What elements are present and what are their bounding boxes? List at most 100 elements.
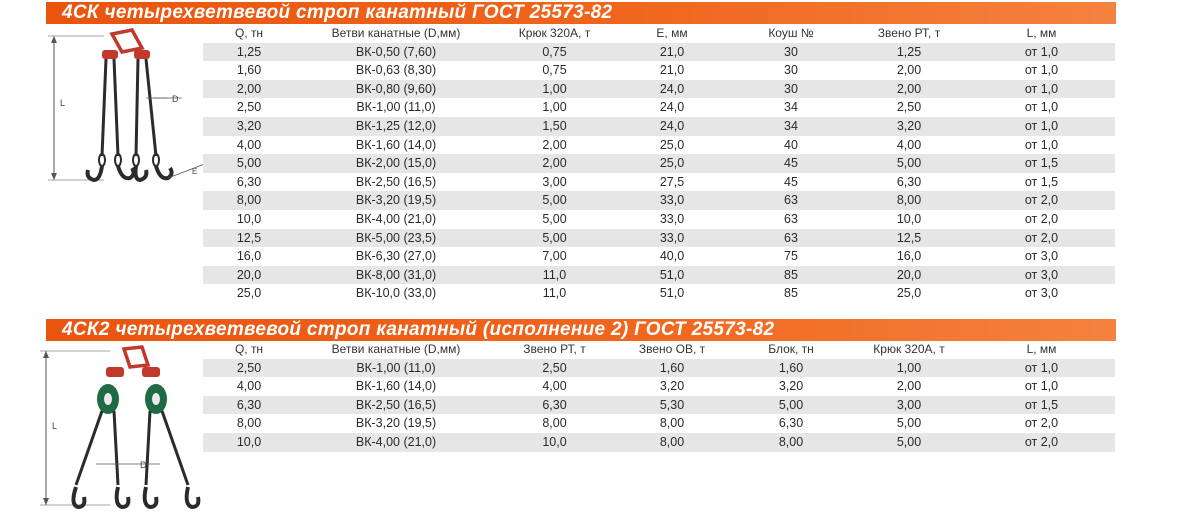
hook-icon (71, 486, 87, 510)
table-cell: ВК-10,0 (33,0) (295, 284, 497, 303)
table-cell: 3,20 (850, 116, 968, 136)
table-cell: 51,0 (612, 284, 732, 303)
table-cell: от 1,0 (968, 135, 1115, 155)
label-l: L (52, 421, 57, 431)
table-cell: 2,50 (203, 358, 295, 378)
table-cell: 5,00 (850, 414, 968, 433)
table-row: 6,30 ВК-2,50 (16,5) 3,00 27,5 45 6,30 от 1,5 (203, 172, 1115, 192)
table-cell: ВК-6,30 (27,0) (295, 247, 497, 266)
table-cell: 34 (732, 98, 850, 117)
table-cell: ВК-4,00 (21,0) (295, 209, 497, 229)
table-header-row: Q, тн Ветви канатные (D,мм) Звено РТ, т … (203, 340, 1115, 359)
rope-leg-icon (100, 58, 108, 157)
table-cell: ВК-0,50 (7,60) (295, 42, 497, 62)
table-cell: 6,30 (203, 172, 295, 192)
table-row: 1,60 ВК-0,63 (8,30) 0,75 21,0 30 2,00 от 1,0 (203, 61, 1115, 80)
table-row: 16,0 ВК-6,30 (27,0) 7,00 40,0 75 16,0 от 3,0 (203, 247, 1115, 266)
table-cell: 2,00 (850, 79, 968, 99)
table-cell: 0,75 (497, 42, 612, 62)
table-cell: 3,00 (497, 172, 612, 192)
table-cell: 4,00 (497, 377, 612, 396)
table-cell: 1,00 (850, 358, 968, 378)
table-cell: 5,00 (497, 191, 612, 210)
label-l: L (60, 98, 65, 108)
label-d: D (140, 460, 147, 470)
table-cell: от 1,0 (968, 61, 1115, 80)
table-cell: 5,00 (497, 209, 612, 229)
table-cell: от 1,0 (968, 358, 1115, 378)
table-cell: 5,00 (732, 395, 850, 415)
table-cell: 2,50 (850, 98, 968, 117)
table-cell: 24,0 (612, 98, 732, 117)
table-cell: от 2,0 (968, 191, 1115, 210)
rope-leg-icon (74, 410, 104, 486)
table-cell: 85 (732, 284, 850, 303)
table-row: 4,00 ВК-1,60 (14,0) 2,00 25,0 40 4,00 от 1,0 (203, 135, 1115, 155)
table-cell: ВК-1,00 (11,0) (295, 358, 497, 378)
table-cell: 3,20 (203, 116, 295, 136)
table-cell: 5,00 (850, 154, 968, 173)
table-cell: 1,00 (497, 79, 612, 99)
table-cell: 3,20 (612, 377, 732, 396)
column-header: Звено ОВ, т (638, 342, 706, 357)
table-cell: от 3,0 (968, 284, 1115, 303)
table-row: 12,5 ВК-5,00 (23,5) 5,00 33,0 63 12,5 от 2,0 (203, 228, 1115, 248)
table-row: 2,50 ВК-1,00 (11,0) 1,00 24,0 34 2,50 от 1,0 (203, 98, 1115, 117)
label-e: E (192, 167, 197, 176)
table-row: 8,00 ВК-3,20 (19,5) 8,00 8,00 6,30 5,00 от 2,0 (203, 414, 1115, 433)
table-cell: ВК-1,25 (12,0) (295, 116, 497, 136)
table-cell: 1,50 (497, 116, 612, 136)
table-cell: 1,60 (612, 358, 732, 378)
table-cell: от 1,5 (968, 172, 1115, 192)
table-row: 2,00 ВК-0,80 (9,60) 1,00 24,0 30 2,00 от 1,0 (203, 79, 1115, 99)
table-cell: 25,0 (203, 284, 295, 303)
table-cell: ВК-3,20 (19,5) (295, 191, 497, 210)
sub-link-icon (102, 50, 118, 59)
table-cell: ВК-2,50 (16,5) (295, 395, 497, 415)
table-cell: 10,0 (203, 432, 295, 452)
table-cell: ВК-0,63 (8,30) (295, 61, 497, 80)
table-cell: 30 (732, 42, 850, 62)
table-cell: 8,00 (203, 414, 295, 433)
table-cell: ВК-3,20 (19,5) (295, 414, 497, 433)
table-cell: ВК-1,60 (14,0) (295, 377, 497, 396)
table-cell: 1,60 (732, 358, 850, 378)
table-cell: ВК-1,00 (11,0) (295, 98, 497, 117)
table-cell: 1,00 (497, 98, 612, 117)
table-cell: 8,00 (497, 414, 612, 433)
table-cell: ВК-4,00 (21,0) (295, 432, 497, 452)
column-header: Ветви канатные (D,мм) (331, 26, 461, 41)
table-cell: 10,0 (497, 432, 612, 452)
table-cell: 16,0 (203, 247, 295, 266)
table-cell: 1,25 (203, 42, 295, 62)
table-cell: 10,0 (850, 209, 968, 229)
table-cell: ВК-2,50 (16,5) (295, 172, 497, 192)
table-cell: 2,00 (203, 79, 295, 99)
table-cell: 3,20 (732, 377, 850, 396)
table-cell: 51,0 (612, 265, 732, 285)
table-cell: 5,00 (497, 228, 612, 248)
column-header: Q, тн (234, 342, 264, 357)
table-cell: от 3,0 (968, 265, 1115, 285)
table-cell: 25,0 (612, 135, 732, 155)
table-header-row: Q, тн Ветви канатные (D,мм) Крюк 320А, т… (203, 24, 1115, 43)
table-cell: 6,30 (497, 395, 612, 415)
table-cell: 4,00 (850, 135, 968, 155)
table-cell: 5,00 (850, 432, 968, 452)
table-cell: 0,75 (497, 61, 612, 80)
table-cell: 63 (732, 191, 850, 210)
table-cell: 33,0 (612, 209, 732, 229)
table-cell: 34 (732, 116, 850, 136)
sub-link-icon (106, 367, 124, 377)
column-header: Крюк 320А, т (873, 342, 945, 357)
table-cell: 27,5 (612, 172, 732, 192)
column-header: Q, тн (234, 26, 264, 41)
table-cell: 10,0 (203, 209, 295, 229)
table-cell: ВК-8,00 (31,0) (295, 265, 497, 285)
table-cell: 21,0 (612, 61, 732, 80)
sling-4sk-spec-table: Q, тн Ветви канатные (D,мм) Крюк 320А, т… (203, 24, 1115, 303)
four-leg-sling-with-blocks-diagram: L D (40, 345, 201, 510)
table-cell: 8,00 (732, 432, 850, 452)
table-cell: 16,0 (850, 247, 968, 266)
column-header: Коуш № (768, 26, 814, 41)
